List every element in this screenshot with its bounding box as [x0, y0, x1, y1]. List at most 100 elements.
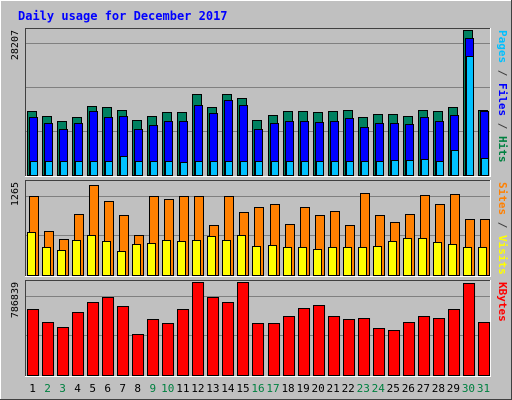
panel-kbytes: 786839 KBytes — [10, 280, 509, 377]
bar-sites-day-6 — [102, 241, 111, 276]
bar-sites-day-5 — [87, 235, 96, 276]
bar-sites-day-19 — [298, 247, 307, 276]
bar-kbytes-day-6 — [102, 297, 115, 376]
x-tick-label-day-20: 20 — [312, 382, 325, 395]
ymax-label-visits-sites: 1265 — [10, 182, 21, 206]
bar-sites-day-17 — [268, 245, 277, 276]
bar-sites-day-3 — [57, 250, 66, 276]
x-tick-label-day-22: 22 — [342, 382, 355, 395]
x-tick-label-day-25: 25 — [387, 382, 400, 395]
bar-pages-day-24 — [376, 161, 384, 176]
bar-kbytes-day-9 — [147, 319, 160, 376]
x-tick-label-day-12: 12 — [191, 382, 204, 395]
x-tick-label-day-17: 17 — [266, 382, 279, 395]
bar-kbytes-day-15 — [237, 282, 250, 376]
bar-kbytes-day-24 — [373, 328, 386, 376]
bar-pages-day-25 — [391, 160, 399, 176]
chart-title: Daily usage for December 2017 — [18, 9, 228, 23]
bar-sites-day-22 — [343, 247, 352, 276]
bar-pages-day-23 — [361, 161, 369, 176]
series-legend-visits-sites: Sites / Visits — [496, 182, 509, 275]
bar-sites-day-4 — [72, 240, 81, 276]
bar-sites-day-25 — [388, 241, 397, 276]
legend-part: / — [496, 116, 509, 136]
bar-pages-day-13 — [210, 161, 218, 176]
bar-kbytes-day-13 — [207, 297, 220, 376]
bar-pages-day-16 — [255, 161, 263, 176]
x-tick-label-day-15: 15 — [236, 382, 249, 395]
bar-kbytes-day-26 — [403, 322, 416, 376]
bar-pages-day-1 — [30, 161, 38, 176]
chart-panels: 28207 Pages / Files / Hits 1265 Sites / Vis… — [10, 28, 509, 377]
x-tick-label-day-31: 31 — [477, 382, 490, 395]
bar-pages-day-12 — [195, 161, 203, 176]
legend-part: KBytes — [496, 282, 509, 322]
bar-sites-day-28 — [433, 242, 442, 276]
bar-pages-day-15 — [240, 161, 248, 176]
bar-sites-day-1 — [27, 232, 36, 276]
x-tick-label-day-3: 3 — [59, 382, 66, 395]
bar-pages-day-7 — [120, 156, 128, 176]
panel-visits-sites: 1265 Sites / Visits — [10, 180, 509, 277]
bar-kbytes-day-23 — [358, 318, 371, 376]
bar-kbytes-day-11 — [177, 309, 190, 376]
bar-kbytes-day-29 — [448, 309, 461, 376]
bar-pages-day-20 — [316, 161, 324, 176]
bar-pages-day-26 — [406, 160, 414, 176]
x-tick-label-day-2: 2 — [44, 382, 51, 395]
x-tick-label-day-10: 10 — [161, 382, 174, 395]
bar-pages-day-18 — [286, 161, 294, 176]
bar-sites-day-10 — [162, 240, 171, 276]
bar-kbytes-day-2 — [42, 322, 55, 376]
bar-pages-day-6 — [105, 161, 113, 176]
legend-part: / — [496, 215, 509, 235]
bar-kbytes-day-12 — [192, 282, 205, 376]
bar-sites-day-29 — [448, 244, 457, 276]
legend-part: Files — [496, 83, 509, 116]
series-legend-kbytes: KBytes — [496, 282, 509, 322]
bar-kbytes-day-5 — [87, 302, 100, 376]
bar-pages-day-5 — [90, 161, 98, 176]
x-tick-label-day-21: 21 — [327, 382, 340, 395]
bar-pages-day-22 — [346, 161, 354, 176]
bar-sites-day-23 — [358, 247, 367, 276]
bar-sites-day-24 — [373, 246, 382, 276]
bar-sites-day-14 — [222, 240, 231, 276]
x-tick-label-day-18: 18 — [281, 382, 294, 395]
bar-kbytes-day-27 — [418, 316, 431, 376]
ymax-label-pages-files-hits: 28207 — [10, 30, 21, 60]
x-tick-label-day-14: 14 — [221, 382, 235, 395]
legend-part: Hits — [496, 136, 509, 163]
x-tick-label-day-7: 7 — [119, 382, 126, 395]
x-tick-label-day-23: 23 — [357, 382, 370, 395]
bar-kbytes-day-4 — [72, 312, 85, 376]
bar-sites-day-27 — [418, 238, 427, 276]
legend-part: Pages — [496, 30, 509, 63]
x-tick-label-day-9: 9 — [149, 382, 156, 395]
x-tick-label-day-6: 6 — [104, 382, 111, 395]
x-tick-label-day-30: 30 — [462, 382, 475, 395]
bar-pages-day-4 — [75, 161, 83, 176]
x-tick-label-day-19: 19 — [296, 382, 309, 395]
bar-sites-day-20 — [313, 249, 322, 276]
bar-kbytes-day-25 — [388, 330, 401, 376]
bar-pages-day-28 — [436, 161, 444, 176]
bar-kbytes-day-10 — [162, 323, 175, 376]
x-tick-label-day-26: 26 — [402, 382, 415, 395]
bar-sites-day-8 — [132, 244, 141, 276]
legend-part: Sites — [496, 182, 509, 215]
bar-sites-day-15 — [237, 235, 246, 276]
bar-kbytes-day-17 — [268, 323, 281, 376]
x-tick-label-day-29: 29 — [447, 382, 460, 395]
bar-sites-day-30 — [463, 247, 472, 276]
bar-sites-day-13 — [207, 236, 216, 276]
x-axis-day-labels: 1 2 3 4 5 6 7 8 9 10 11 12 13 14 15 16 17 18 19 20 21 22 23 24 2… — [29, 382, 490, 395]
bar-kbytes-day-14 — [222, 302, 235, 376]
bar-kbytes-day-3 — [57, 327, 70, 376]
bar-kbytes-day-20 — [313, 305, 326, 376]
ymax-label-kbytes: 786839 — [10, 282, 21, 318]
bar-sites-day-26 — [403, 238, 412, 276]
bar-pages-day-27 — [421, 159, 429, 176]
bar-pages-day-31 — [481, 158, 489, 176]
